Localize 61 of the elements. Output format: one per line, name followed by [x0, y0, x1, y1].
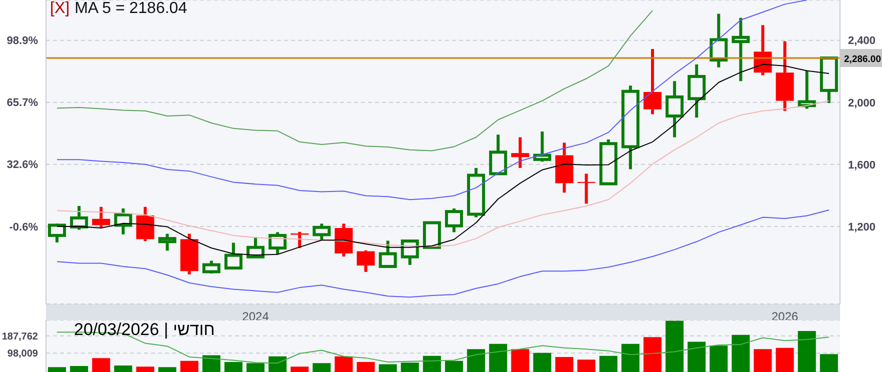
bar — [732, 334, 750, 372]
bar — [599, 356, 618, 372]
bar — [533, 352, 552, 372]
bar — [224, 362, 242, 372]
bar — [246, 363, 264, 372]
line-series — [56, 210, 830, 298]
bar — [180, 360, 198, 372]
bar — [334, 356, 353, 372]
y-tick-label: 1,600 — [848, 159, 876, 172]
y-tick-label: 2,400 — [848, 35, 876, 48]
bar — [70, 366, 88, 372]
bar — [158, 367, 176, 372]
bar — [621, 344, 640, 372]
candlestick — [666, 81, 684, 138]
y2-tick-label: 98.9% — [6, 34, 38, 47]
y-tick-label: 187,762 — [2, 331, 38, 342]
bar — [776, 348, 794, 372]
bar — [290, 366, 309, 372]
y2-tick-label: 65.7% — [6, 97, 38, 110]
candlestick — [334, 224, 353, 257]
candlestick — [356, 250, 375, 272]
bar — [555, 356, 574, 372]
y-tick-label: 1,200 — [848, 221, 876, 234]
candlestick — [732, 18, 750, 82]
bar — [577, 360, 596, 372]
bar — [688, 342, 706, 372]
bar — [644, 337, 662, 372]
bar — [489, 344, 508, 372]
bar — [445, 360, 463, 372]
bar — [666, 320, 684, 372]
bar — [312, 363, 331, 372]
candlestick — [92, 206, 110, 228]
annotation: MA 5 = 2186.04 — [74, 0, 188, 17]
y2-tick-label: -0.6% — [9, 221, 38, 234]
bar — [754, 349, 772, 372]
bar — [378, 364, 397, 372]
bar — [820, 354, 838, 372]
candlestick — [776, 41, 794, 111]
bar — [422, 356, 441, 372]
bar — [114, 365, 132, 372]
bar — [400, 362, 419, 372]
bar — [92, 358, 110, 372]
bar — [202, 355, 220, 372]
bar — [48, 367, 66, 372]
bar — [798, 330, 816, 372]
candlestick — [555, 142, 574, 193]
candlestick — [688, 64, 706, 118]
y2-tick-label: 32.6% — [6, 159, 38, 172]
bar — [268, 356, 287, 372]
ref-line-label: 2,286.00 — [844, 54, 881, 66]
candlestick — [577, 174, 596, 204]
bar — [511, 349, 530, 372]
y-tick-label: 98,009 — [7, 348, 38, 360]
bar — [710, 346, 728, 372]
candlestick — [644, 49, 662, 114]
annotation: [X] — [50, 0, 70, 17]
bar — [467, 349, 486, 372]
y-tick-label: 2,000 — [848, 97, 876, 110]
bar — [136, 366, 154, 372]
candlestick — [511, 137, 530, 168]
bar — [356, 362, 375, 372]
